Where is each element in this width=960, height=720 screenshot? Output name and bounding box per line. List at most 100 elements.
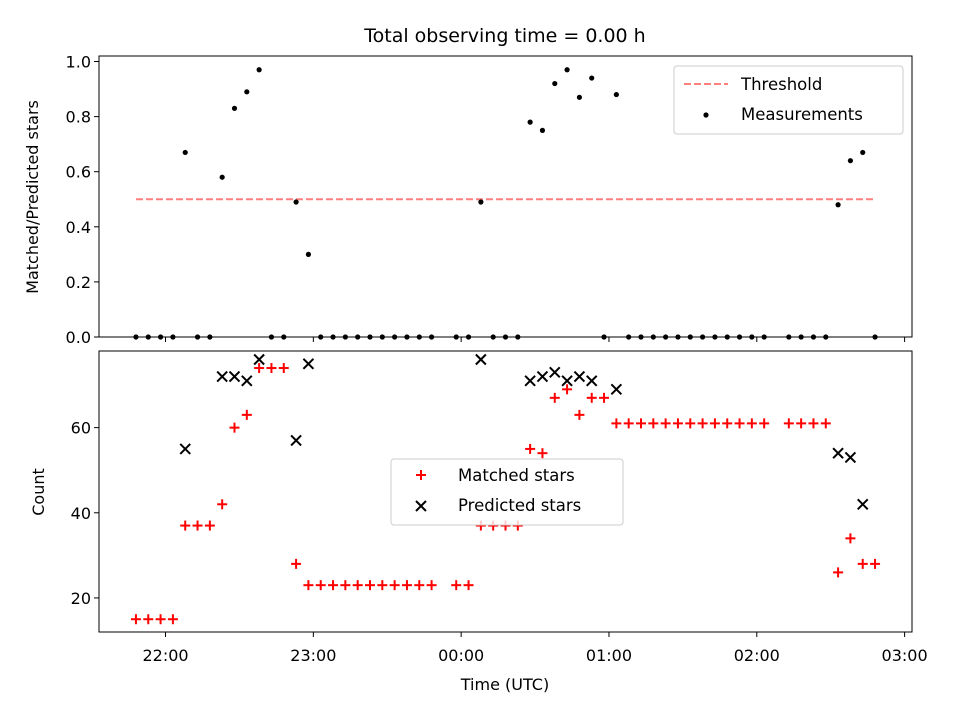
measurement-point: [330, 334, 336, 340]
predicted-star-point: [573, 370, 586, 383]
bottom-xtick-label: 01:00: [586, 646, 632, 665]
bottom-xtick-label: 23:00: [290, 646, 336, 665]
measurement-point: [724, 334, 730, 340]
legend-matched-swatch: [416, 470, 426, 480]
legend-x-marker: [415, 500, 427, 512]
measurement-point: [527, 119, 533, 125]
matched-star-point: [192, 520, 203, 531]
legend-threshold-label: Threshold: [740, 75, 822, 94]
measurement-point: [170, 334, 176, 340]
measurement-point: [564, 67, 570, 73]
matched-star-point: [685, 418, 696, 429]
measurement-point: [342, 334, 348, 340]
matched-star-point: [783, 418, 794, 429]
measurement-point: [478, 199, 484, 205]
matched-star-point: [808, 418, 819, 429]
measurement-point: [638, 334, 644, 340]
measurement-point: [736, 334, 743, 340]
top-y-axis-label: Matched/Predicted stars: [23, 100, 42, 294]
measurement-point: [207, 334, 213, 340]
measurement-point: [786, 334, 792, 340]
predicted-star-point: [844, 451, 857, 464]
legend-predicted-label: Predicted stars: [458, 496, 581, 515]
legend-measurements-label: Measurements: [741, 105, 863, 124]
measurement-point: [601, 334, 607, 340]
matched-star-point: [315, 580, 326, 591]
matched-star-point: [414, 580, 425, 591]
measurement-point: [798, 334, 804, 340]
measurement-point: [810, 334, 817, 340]
predicted-star-point: [524, 375, 536, 387]
legend-plus-marker: [416, 470, 426, 480]
measurement-point: [626, 334, 632, 340]
measurement-point: [761, 334, 767, 340]
measurement-point: [293, 199, 299, 205]
matched-star-point: [586, 392, 597, 403]
matched-star-point: [130, 614, 141, 625]
measurement-point: [219, 174, 225, 180]
bottom-x-axis: 22:00 23:00 00:00 01:00 02:00 03:00: [142, 632, 928, 665]
matched-star-point: [167, 614, 178, 625]
measurement-point: [453, 334, 459, 340]
measurement-point: [318, 334, 324, 340]
legend-predicted-swatch: [415, 500, 427, 512]
x-axis-label: Time (UTC): [460, 675, 549, 694]
top-x-axis: [165, 337, 906, 342]
measurement-point: [823, 334, 829, 340]
predicted-star-point: [536, 370, 549, 383]
measurement-point: [392, 334, 398, 340]
matched-star-point: [857, 558, 868, 569]
measurement-point: [872, 334, 878, 340]
predicted-star-point: [586, 375, 598, 387]
top-ytick-label: 0.2: [66, 273, 91, 292]
measurement-point: [157, 334, 164, 340]
predicted-star-point: [549, 366, 561, 378]
matched-star-point: [204, 520, 215, 531]
measurement-point: [860, 149, 866, 156]
predicted-star-point: [302, 358, 315, 370]
matched-star-point: [328, 580, 339, 591]
measurement-point: [552, 80, 558, 87]
measurement-point: [182, 149, 188, 156]
matched-star-point: [525, 443, 536, 454]
measurement-point: [663, 334, 669, 340]
predicted-star-point: [216, 370, 228, 383]
matched-star-point: [722, 418, 733, 429]
matched-star-point: [340, 580, 351, 591]
matched-star-point: [401, 580, 412, 591]
matched-star-point: [845, 533, 856, 544]
bottom-xtick-label: 03:00: [882, 646, 928, 665]
measurement-point: [576, 94, 583, 100]
matched-star-point: [611, 418, 622, 429]
matched-star-point: [229, 422, 240, 433]
measurement-point: [675, 334, 681, 340]
bottom-xtick-label: 22:00: [142, 646, 188, 665]
matched-star-point: [389, 580, 400, 591]
matched-star-point: [636, 418, 646, 429]
matched-star-point: [820, 418, 831, 429]
chart-title: Total observing time = 0.00 h: [363, 25, 645, 47]
measurement-point: [281, 334, 287, 340]
matched-star-point: [217, 499, 228, 510]
measurement-point: [305, 251, 312, 257]
measurement-point: [256, 67, 262, 73]
matched-star-point: [672, 418, 683, 429]
matched-star-point: [451, 580, 462, 591]
matched-star-point: [574, 409, 585, 420]
measurement-point: [490, 334, 496, 340]
measurement-point: [379, 334, 385, 340]
bottom-legend-box: [390, 458, 624, 526]
measurement-point: [355, 334, 361, 340]
measurement-point: [194, 334, 201, 340]
matched-star-point: [648, 418, 659, 429]
matched-stars-series: [130, 363, 881, 625]
measurement-point: [712, 334, 718, 340]
measurement-point: [502, 334, 509, 340]
matched-star-point: [537, 448, 548, 459]
measurement-point: [847, 158, 854, 164]
legend-measurements-swatch: [703, 112, 709, 118]
matched-star-point: [549, 392, 560, 403]
predicted-star-point: [228, 370, 241, 383]
measurement-point: [650, 334, 656, 340]
